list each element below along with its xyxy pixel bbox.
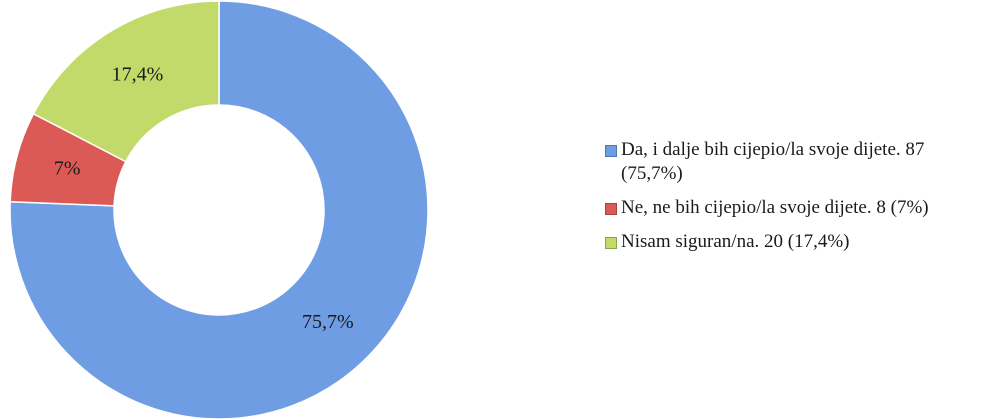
legend-label: Nisam siguran/na. 20 (17,4%) [621,231,850,252]
legend-swatch [605,145,617,157]
data-label: 75,7% [302,311,354,333]
legend-item: Ne, ne bih cijepio/la svoje dijete. 8 (7… [605,196,977,220]
legend-item: Nisam siguran/na. 20 (17,4%) [605,230,977,254]
data-label: 7% [54,157,81,179]
data-label: 17,4% [112,63,164,85]
legend-item: Da, i dalje bih cijepio/la svoje dijete.… [605,138,977,186]
legend-swatch [605,237,617,249]
legend-swatch [605,203,617,215]
donut-plot: 75,7% 7% 17,4% [9,0,429,419]
legend: Da, i dalje bih cijepio/la svoje dijete.… [605,138,977,264]
donut-slice [9,0,429,419]
legend-label: Da, i dalje bih cijepio/la svoje dijete.… [621,139,925,184]
donut-slice [32,0,220,163]
legend-label: Ne, ne bih cijepio/la svoje dijete. 8 (7… [621,197,929,218]
